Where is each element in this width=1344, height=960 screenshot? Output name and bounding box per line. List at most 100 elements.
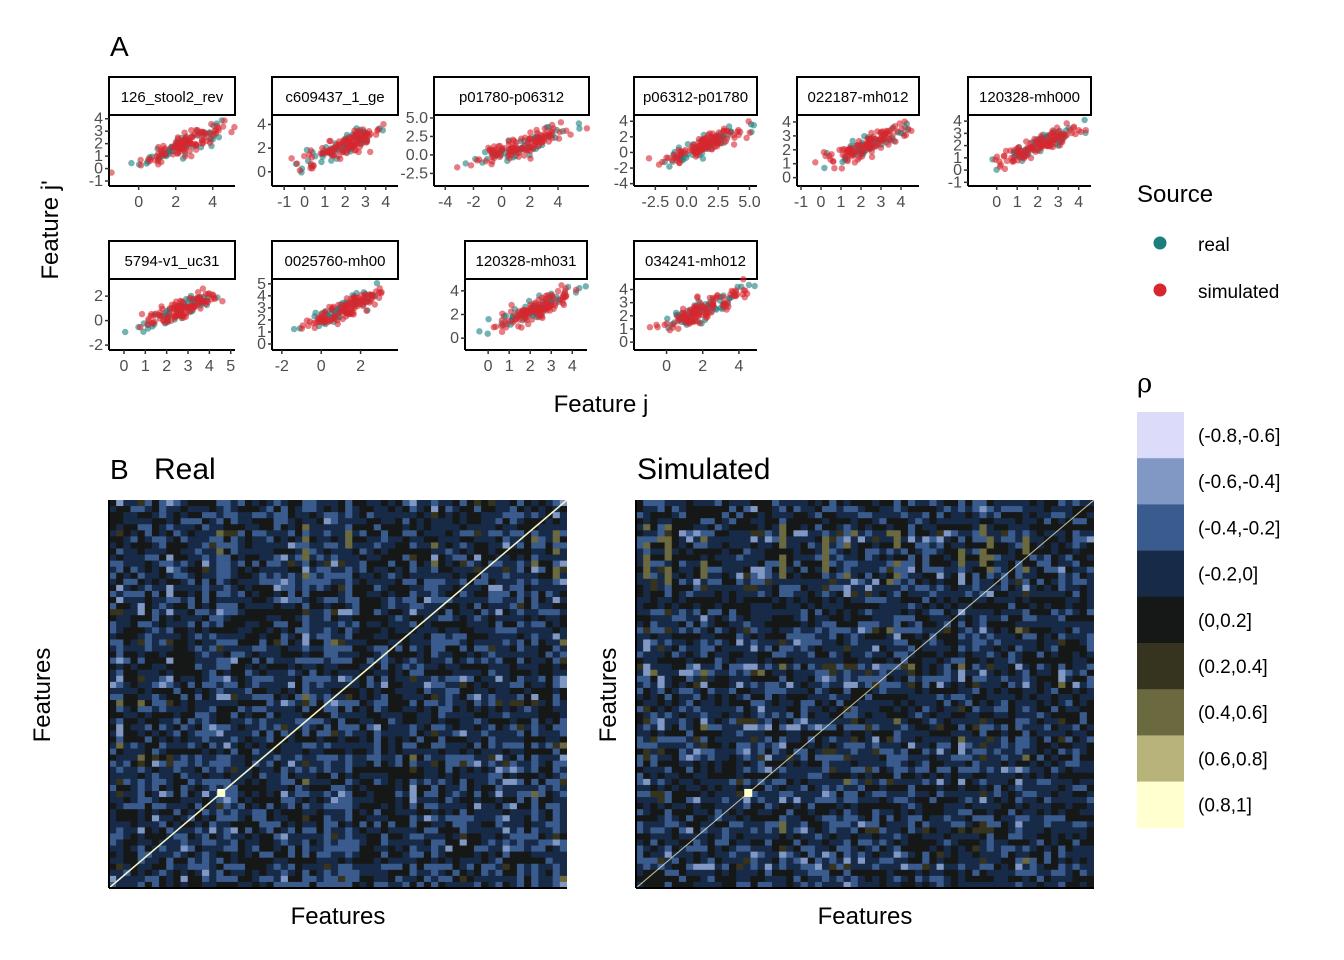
point-simulated — [319, 144, 326, 152]
heatmap-cell — [395, 778, 403, 786]
heatmap-cell — [273, 548, 282, 555]
heatmap-cell — [109, 524, 117, 531]
heatmap-cell — [280, 597, 289, 604]
heatmap-cell — [524, 669, 532, 677]
heatmap-simulated-title: Simulated — [637, 453, 770, 486]
heatmap-cell — [330, 627, 339, 634]
heatmap-cell — [509, 548, 518, 555]
heatmap-cell — [230, 748, 239, 755]
heatmap-cell — [338, 530, 346, 537]
heatmap-cell — [388, 500, 396, 507]
heatmap-cell — [273, 766, 282, 774]
heatmap-cell — [388, 566, 396, 574]
heatmap-cell — [137, 651, 146, 658]
point-simulated — [507, 308, 515, 315]
heatmap-cell — [538, 554, 546, 561]
point-simulated — [380, 121, 387, 128]
heatmap-cell — [280, 675, 289, 683]
heatmap-cell — [359, 590, 367, 598]
heatmap-cell — [402, 675, 410, 683]
heatmap-cell — [495, 584, 503, 592]
heatmap-cell — [388, 615, 396, 622]
heatmap-cell — [416, 706, 425, 713]
heatmap-cell — [216, 657, 224, 664]
heatmap-cell — [445, 772, 453, 780]
point-simulated — [482, 158, 490, 165]
heatmap-cell — [524, 718, 532, 725]
heatmap-cell — [409, 663, 418, 671]
heatmap-cell — [481, 663, 489, 671]
heatmap-cell — [445, 542, 453, 549]
heatmap-cell — [380, 730, 389, 737]
heatmap-cell — [151, 724, 160, 731]
heatmap-cell — [373, 736, 382, 743]
heatmap-cell — [473, 621, 482, 628]
heatmap-cell — [302, 506, 310, 513]
heatmap-cell — [459, 603, 468, 610]
heatmap-cell — [259, 760, 267, 768]
heatmap-cell — [481, 560, 489, 567]
heatmap-cell — [302, 663, 310, 671]
heatmap-cell — [187, 578, 196, 586]
heatmap-cell — [316, 627, 324, 634]
heatmap-cell — [559, 742, 567, 749]
heatmap-cell — [552, 639, 561, 646]
y-tick-label: 2 — [257, 312, 266, 329]
heatmap-cell — [388, 627, 396, 634]
heatmap-cell — [388, 766, 396, 774]
heatmap-cell — [223, 706, 231, 713]
heatmap-cell — [352, 681, 360, 689]
legend-real-marker — [1153, 236, 1167, 250]
heatmap-cell — [266, 754, 274, 761]
heatmap-cell — [366, 500, 375, 507]
heatmap-cell — [473, 657, 482, 664]
heatmap-cell — [345, 742, 353, 749]
heatmap-cell — [302, 603, 310, 610]
heatmap-cell — [373, 566, 382, 574]
heatmap-cell — [116, 718, 124, 725]
heatmap-cell — [380, 584, 389, 592]
heatmap-cell — [409, 760, 418, 768]
heatmap-cell — [445, 651, 453, 658]
heatmap-cell — [216, 597, 224, 604]
heatmap-cell — [538, 506, 546, 513]
heatmap-cell — [273, 694, 282, 701]
heatmap-cell — [373, 742, 382, 749]
heatmap-cell — [280, 578, 289, 586]
heatmap-cell — [230, 681, 239, 689]
heatmap-cell — [194, 548, 203, 555]
heatmap-cell — [423, 736, 432, 743]
heatmap-cell — [266, 736, 274, 743]
heatmap-cell — [259, 778, 267, 786]
heatmap-cell — [359, 615, 367, 622]
point-simulated — [901, 132, 908, 140]
heatmap-cell — [359, 578, 367, 586]
heatmap-cell — [438, 645, 446, 652]
x-tick-label: 4 — [1074, 194, 1083, 211]
heatmap-cell — [438, 548, 446, 555]
rho-legend-label: (0.8,1] — [1198, 796, 1252, 817]
heatmap-cell — [431, 627, 439, 634]
point-simulated — [324, 148, 331, 155]
point-simulated — [732, 292, 740, 300]
heatmap-cell — [244, 530, 253, 537]
point-simulated — [889, 125, 896, 132]
heatmap-cell — [173, 687, 181, 695]
heatmap-cell — [509, 590, 518, 598]
heatmap-cell — [252, 603, 260, 610]
point-simulated — [180, 145, 187, 152]
heatmap-cell — [151, 730, 160, 737]
heatmap-cell — [409, 778, 418, 786]
point-simulated — [492, 323, 499, 330]
heatmap-cell — [187, 627, 196, 634]
heatmap-cell — [488, 603, 496, 610]
heatmap-cell — [338, 500, 346, 507]
heatmap-cell — [466, 597, 475, 604]
heatmap-cell — [166, 736, 174, 743]
heatmap-cell — [202, 615, 210, 622]
heatmap-cell — [459, 542, 468, 549]
heatmap-cell — [109, 669, 117, 677]
heatmap-cell — [130, 687, 138, 695]
heatmap-cell — [552, 657, 561, 664]
heatmap-cell — [345, 518, 353, 525]
